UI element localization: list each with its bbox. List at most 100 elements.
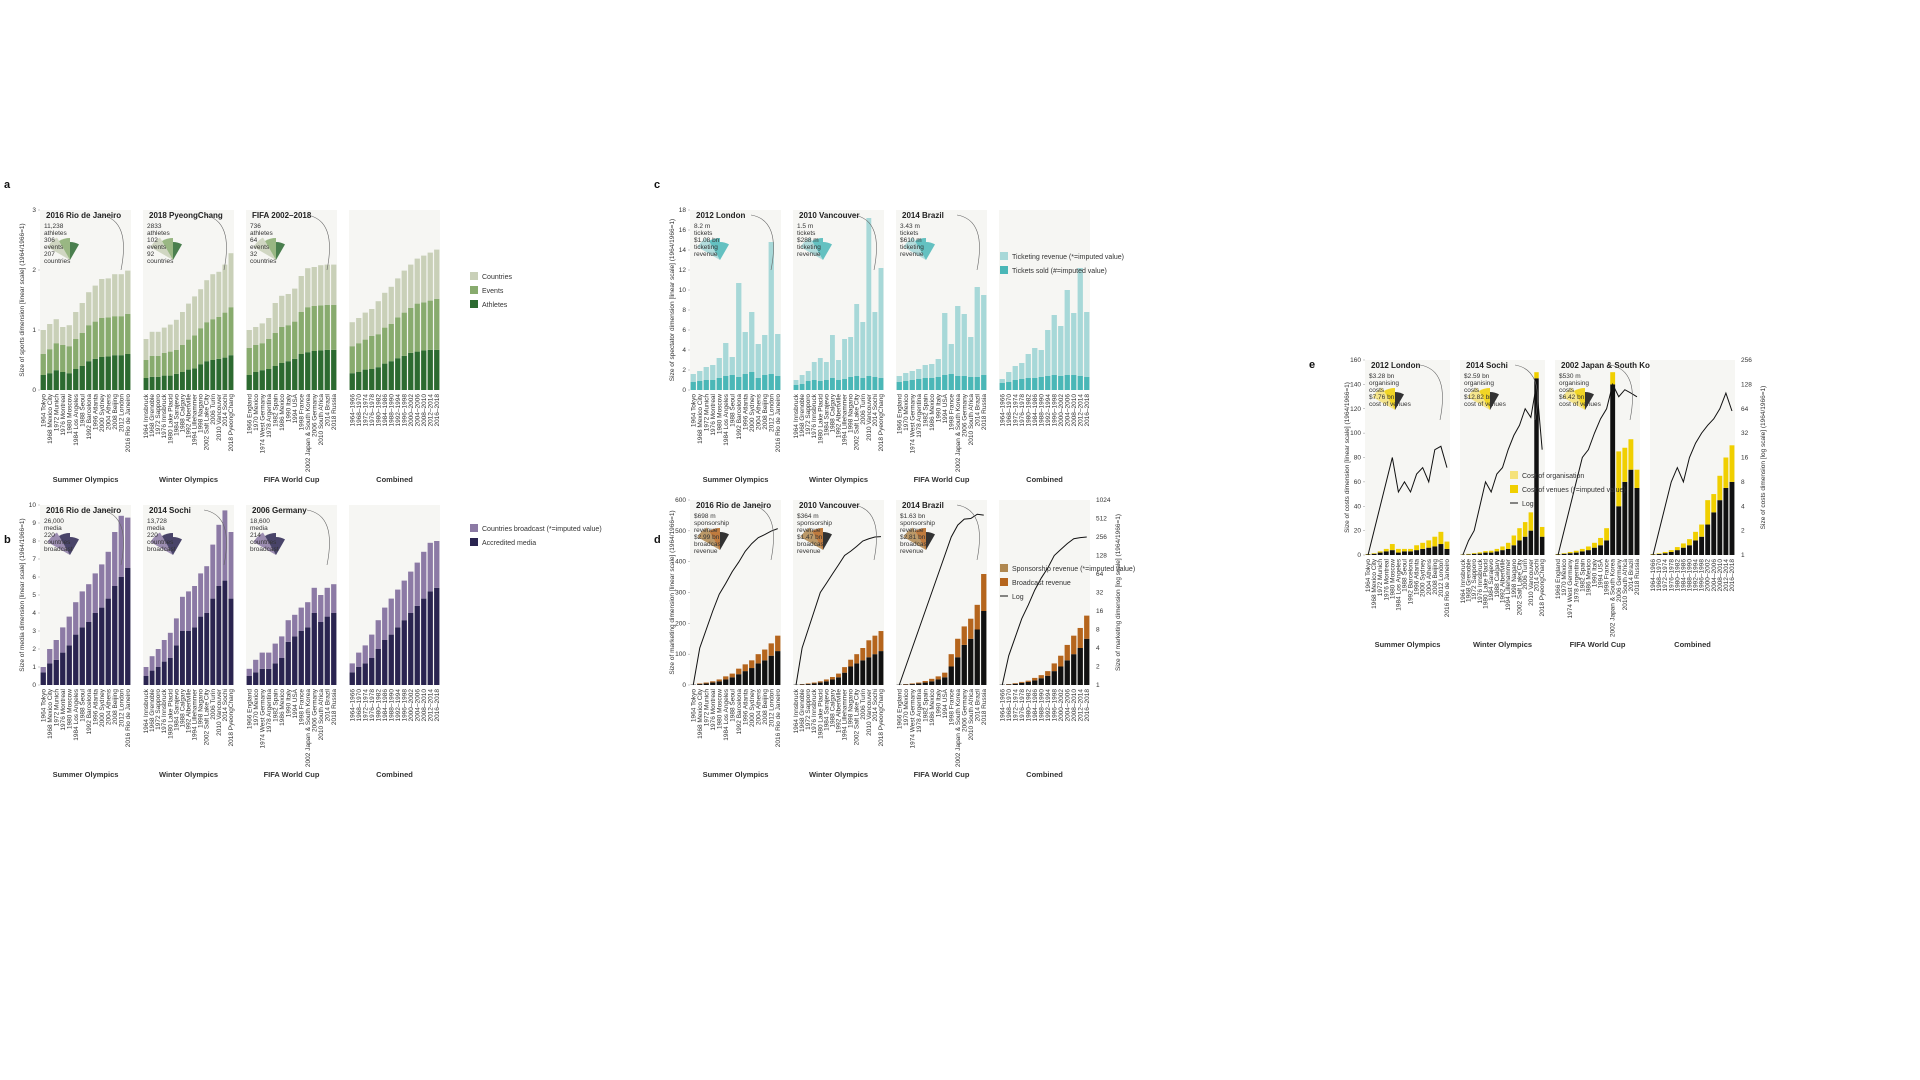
bar-events [167,351,173,376]
x-tick-label: 1980–1982 [1025,394,1032,427]
x-tick-label: 2016–2018 [434,689,441,722]
bar-cost-of-venues [1466,554,1471,555]
x-tick-label: 2014 Brazil [974,393,981,426]
y-tick-label: 160 [1350,357,1361,364]
x-tick-label: 1978 Argentina [266,394,273,438]
x-tick-label: 1978 Argentina [266,689,273,733]
x-tick-label: 1996 Atlanta [1414,559,1421,596]
bar-sponsorship-revenue [742,664,748,672]
x-tick-label: 2006 Turin [1522,559,1529,590]
x-tick-label: 1974 West Germany [259,688,266,748]
chart-panel-b: b 0 1 2 3 4 5 6 7 8 9 10 Size of media dimension [l… [4,502,602,779]
fan-glyph-segment [1562,387,1585,410]
bar-athletes [192,368,197,390]
bar-accredited-media [427,591,433,685]
x-tick-label: 2000–2002 [408,394,415,427]
annotation-text: $1.47 bn [797,534,823,541]
bar-countries-broadcast [192,586,197,628]
annotation-text: countries [147,258,174,265]
x-tick-label: 1972–1974 [1012,689,1019,722]
x-tick-label: 1968–1970 [356,689,363,722]
annotation-text: $1.63 bn [900,513,926,520]
bar-ticketing-revenue [1006,372,1012,382]
y-tick-label: 40 [1354,503,1362,510]
bar-broadcast-revenue [942,677,948,685]
x-tick-label: 2018 PyeongChang [1539,559,1546,617]
x-tick-label: 1992 Albertville [836,394,843,438]
bar-countries-broadcast [105,551,111,599]
group-label: FIFA World Cup [264,770,320,779]
x-tick-label: 1974 West Germany [1567,558,1574,618]
bar-sponsorship-revenue [1038,675,1044,679]
x-tick-label: 1984 Los Angeles [723,393,730,445]
bar-cost-of-organisation [1420,542,1426,549]
group-label: Winter Olympics [809,770,868,779]
legend-label: Log [1522,501,1534,508]
bar-ticketing-revenue [909,371,915,380]
annotation-text: 26,000 [44,518,64,525]
annotation-text: $364 m [797,513,819,520]
bar-accredited-media [99,607,105,685]
x-tick-label: 2000–2002 [408,689,415,722]
fan-glyph-segment [915,528,926,550]
y2-tick-label: 1024 [1096,497,1111,504]
x-tick-label: 1970 Mexico [903,394,910,431]
x-tick-label: 1996–1998 [401,689,408,722]
x-tick-label: 1968 Mexico City [697,688,704,739]
bar-countries [259,323,265,344]
bar-cost-of-organisation [1534,372,1539,379]
bar-athletes [272,366,278,390]
bar-cost-of-venues [1494,551,1500,555]
bar-cost-of-venues [1711,512,1717,555]
x-tick-label: 1984–1986 [1032,394,1039,427]
x-tick-label: 1964 Innsbruck [143,393,150,438]
bar-ticketing-revenue [811,362,817,380]
fan-glyph-segment [903,237,926,260]
y-tick-label: 20 [1354,528,1362,535]
x-tick-label: 2000–2002 [1705,559,1712,592]
y-tick-label: 0 [682,682,686,689]
x-tick-label: 1990 Italy [1591,558,1598,587]
bar-cost-of-organisation [1494,548,1500,552]
bar-events [246,348,252,375]
bar-countries-broadcast [324,587,330,617]
bar-accredited-media [382,640,388,685]
fan-glyph-segment [709,528,720,550]
bar-cost-of-organisation [1573,550,1579,553]
x-tick-label: 2014 Brazil [324,688,331,721]
fan-glyph-segment [47,237,70,260]
x-tick-label: 2000 Sydney [1420,558,1427,597]
bar-broadcast-revenue [1012,683,1018,685]
bar-events [192,335,197,369]
bar-athletes [388,361,394,390]
bar-cost-of-venues [1438,544,1444,555]
bar-cost-of-venues [1628,469,1634,555]
annotation-text: $698 m [694,513,716,520]
x-tick-label: 1964–1966 [349,689,356,722]
bar-events [79,333,85,366]
fan-glyph-segment [150,532,173,555]
bar-cost-of-venues [1528,530,1534,555]
bar-ticketing-revenue [878,268,884,378]
x-tick-label: 1972 Sapporo [805,689,812,730]
x-tick-label: 1982 Spain [922,689,929,722]
x-tick-label: 1984–1986 [382,394,389,427]
x-tick-label: 1964 Tokyo [1365,559,1372,593]
bar-countries-broadcast [408,571,414,613]
bar-cost-of-venues [1598,545,1603,555]
bar-athletes [253,372,259,390]
x-tick-label: 1988 Calgary [179,393,186,432]
x-tick-label: 1964 Innsbruck [793,393,800,438]
fan-glyph-segment [276,537,285,555]
bar-events [272,333,278,366]
annotation-text: revenue [797,527,821,534]
group-fifa: 1966 England 1970 Mexico 1974 West Germany… [246,210,338,484]
fan-glyph-segment [800,237,823,260]
bar-events [259,343,265,371]
bar-accredited-media [311,613,317,685]
x-tick-label: 1988 Calgary [1494,558,1501,597]
y2-tick-label: 4 [1096,645,1100,652]
bar-tickets-sold [1012,380,1018,390]
bar-athletes [173,373,179,390]
